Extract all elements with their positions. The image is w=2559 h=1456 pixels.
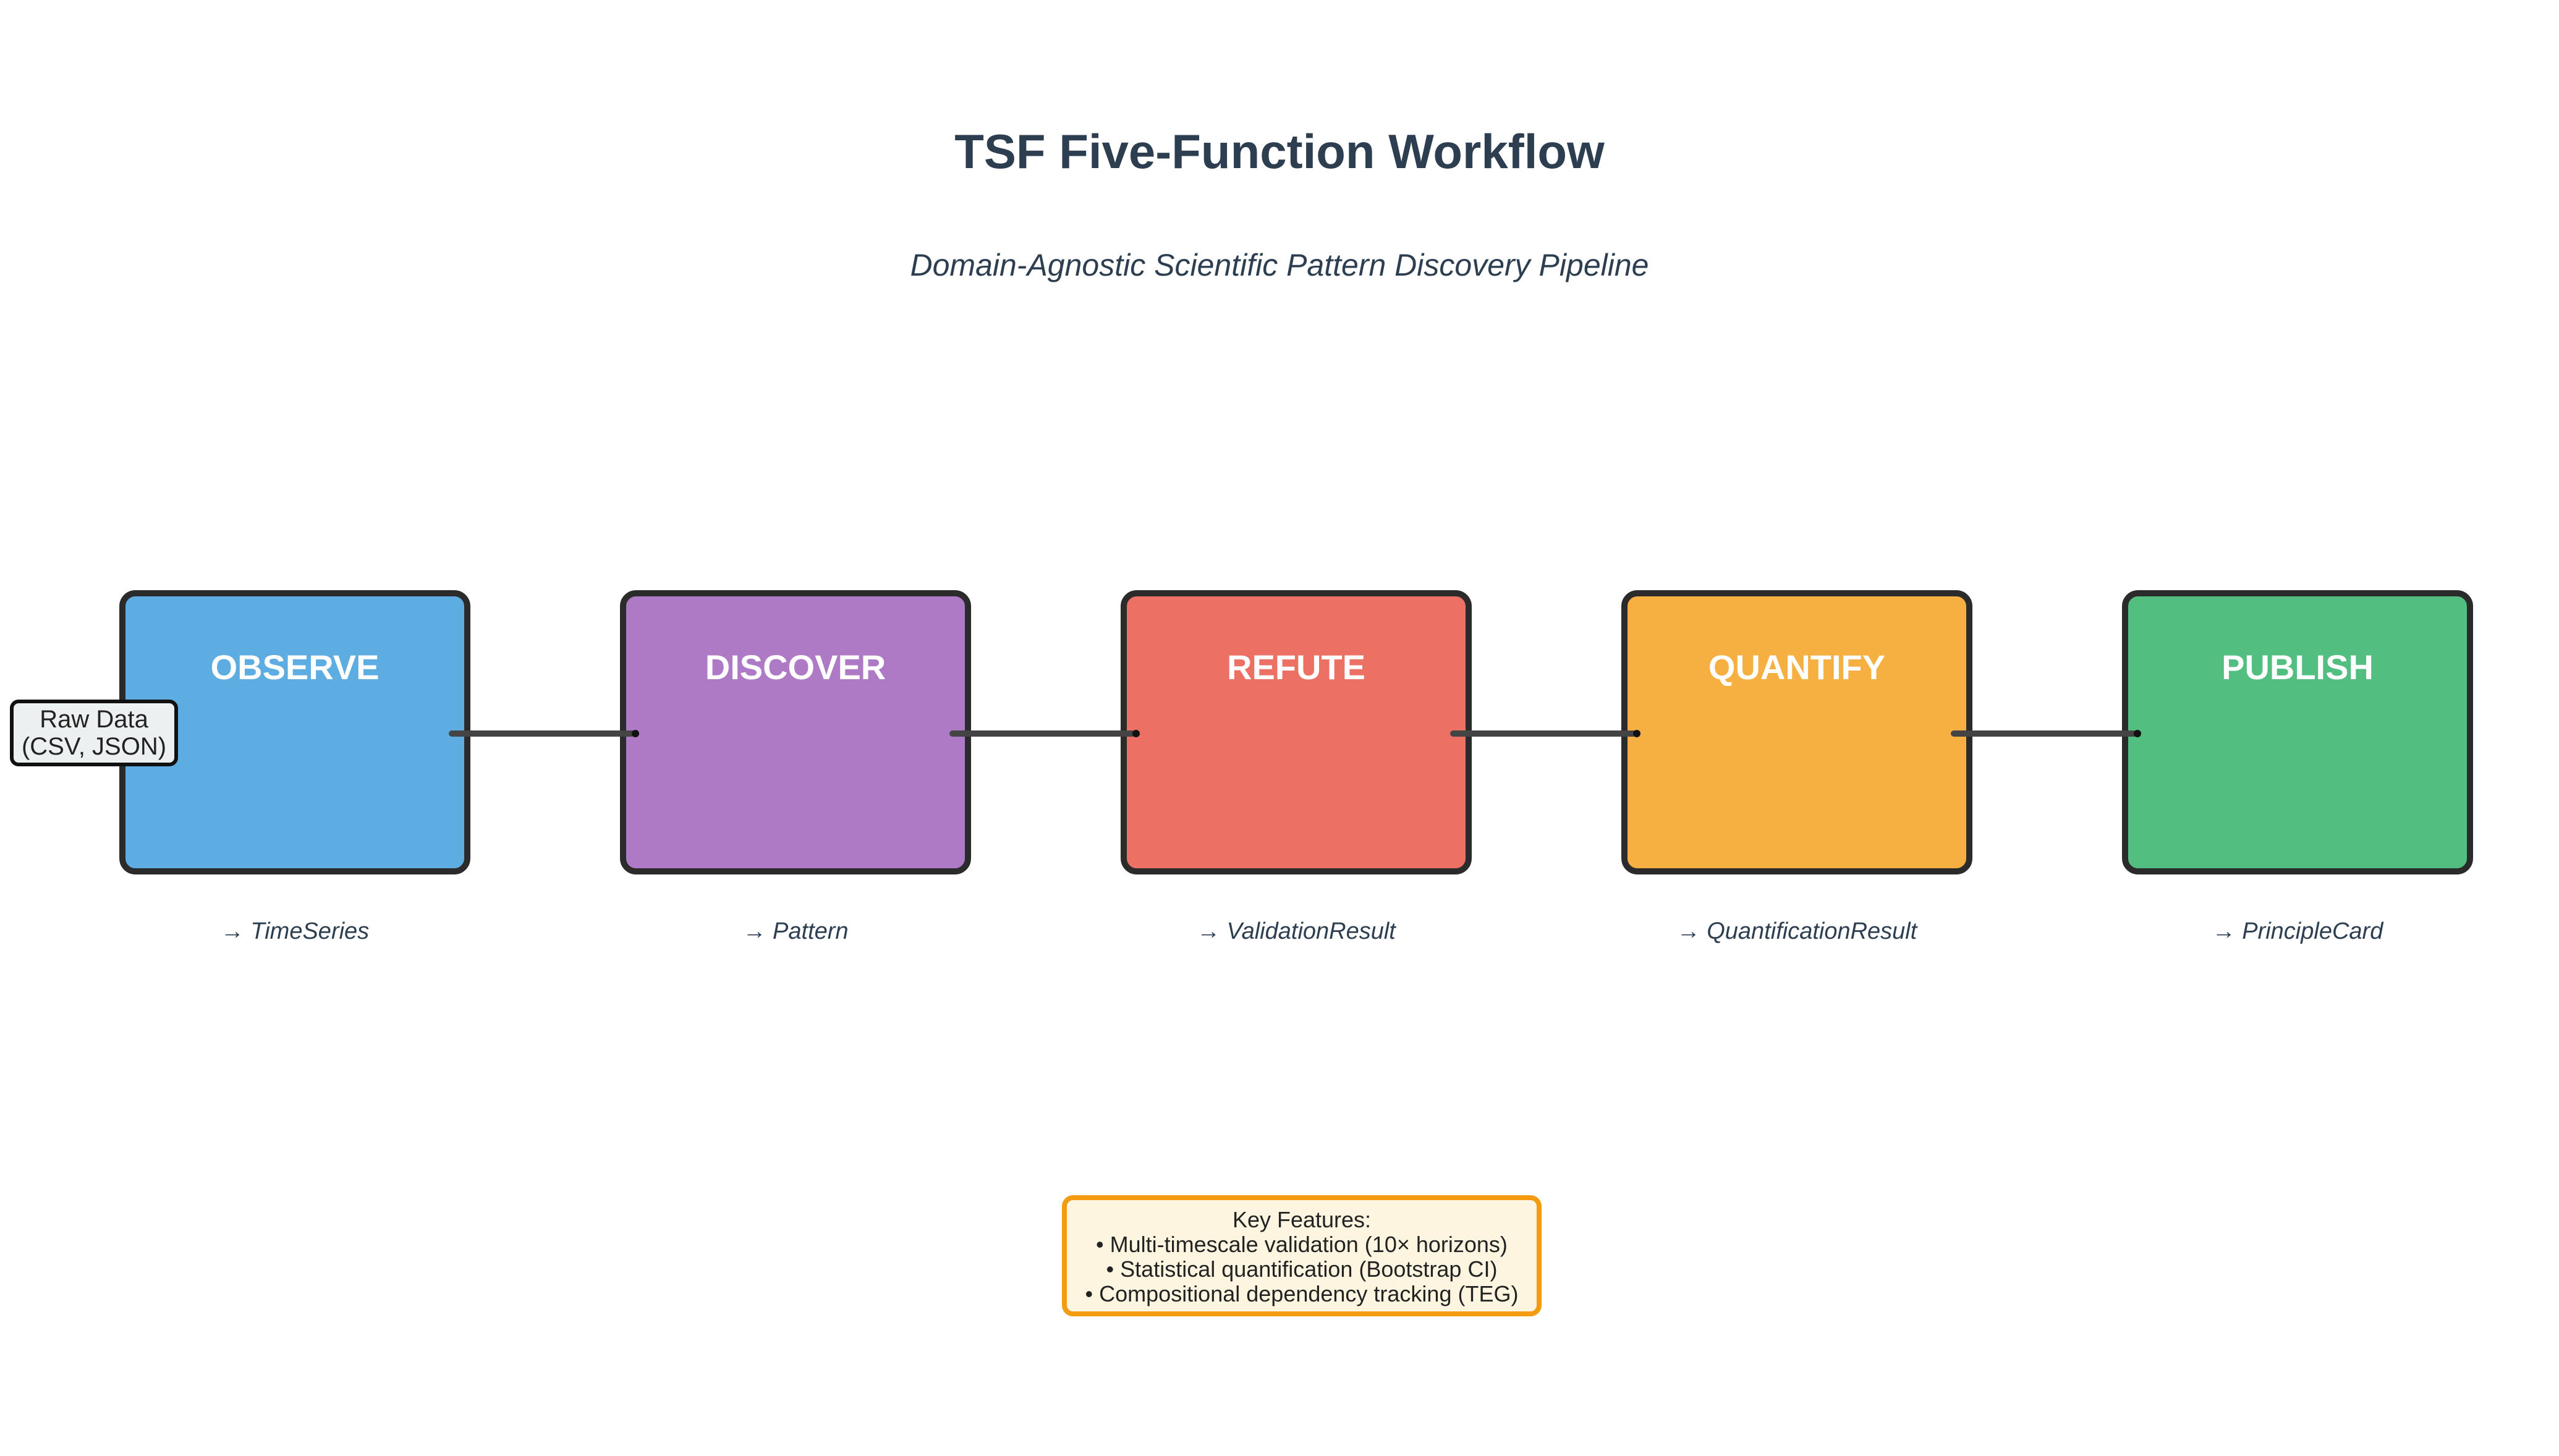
connector-observe-discover [449,730,639,737]
stage-output-discover: → Pattern [742,918,849,944]
connector-end-dot [1132,730,1140,737]
raw-data-input-box: Raw Data (CSV, JSON) [10,700,178,766]
stage-output-refute: → ValidationResult [1197,918,1396,944]
stage-box-refute: REFUTE [1121,590,1472,874]
stage-output-quantify: → QuantificationResult [1676,918,1917,944]
input-label-line2: (CSV, JSON) [21,733,167,760]
connector-end-dot [632,730,639,737]
stage-label-quantify: QUANTIFY [1708,648,1886,687]
stage-box-discover: DISCOVER [620,590,971,874]
connector-discover-refute [949,730,1140,737]
key-feature-item: • Multi-timescale validation (10× horizo… [1096,1232,1508,1257]
stage-output-publish: → PrincipleCard [2212,918,2383,944]
stage-label-observe: OBSERVE [210,648,380,687]
stage-label-publish: PUBLISH [2222,648,2374,687]
stage-label-refute: REFUTE [1227,648,1365,687]
diagram-subtitle: Domain-Agnostic Scientific Pattern Disco… [910,248,1649,282]
key-feature-item: • Compositional dependency tracking (TEG… [1085,1281,1519,1306]
stage-box-publish: PUBLISH [2122,590,2473,874]
key-features-heading: Key Features: [1232,1207,1372,1232]
key-features-box: Key Features: • Multi-timescale validati… [1062,1195,1542,1316]
connector-end-dot [1633,730,1640,737]
stage-output-observe: → TimeSeries [220,918,370,944]
diagram-title: TSF Five-Function Workflow [954,124,1605,179]
stage-box-quantify: QUANTIFY [1621,590,1972,874]
stage-label-discover: DISCOVER [705,648,886,687]
connector-refute-quantify [1450,730,1640,737]
connector-end-dot [2134,730,2141,737]
connector-quantify-publish [1951,730,2141,737]
key-feature-item: • Statistical quantification (Bootstrap … [1106,1256,1498,1282]
input-label-line1: Raw Data [40,706,148,733]
